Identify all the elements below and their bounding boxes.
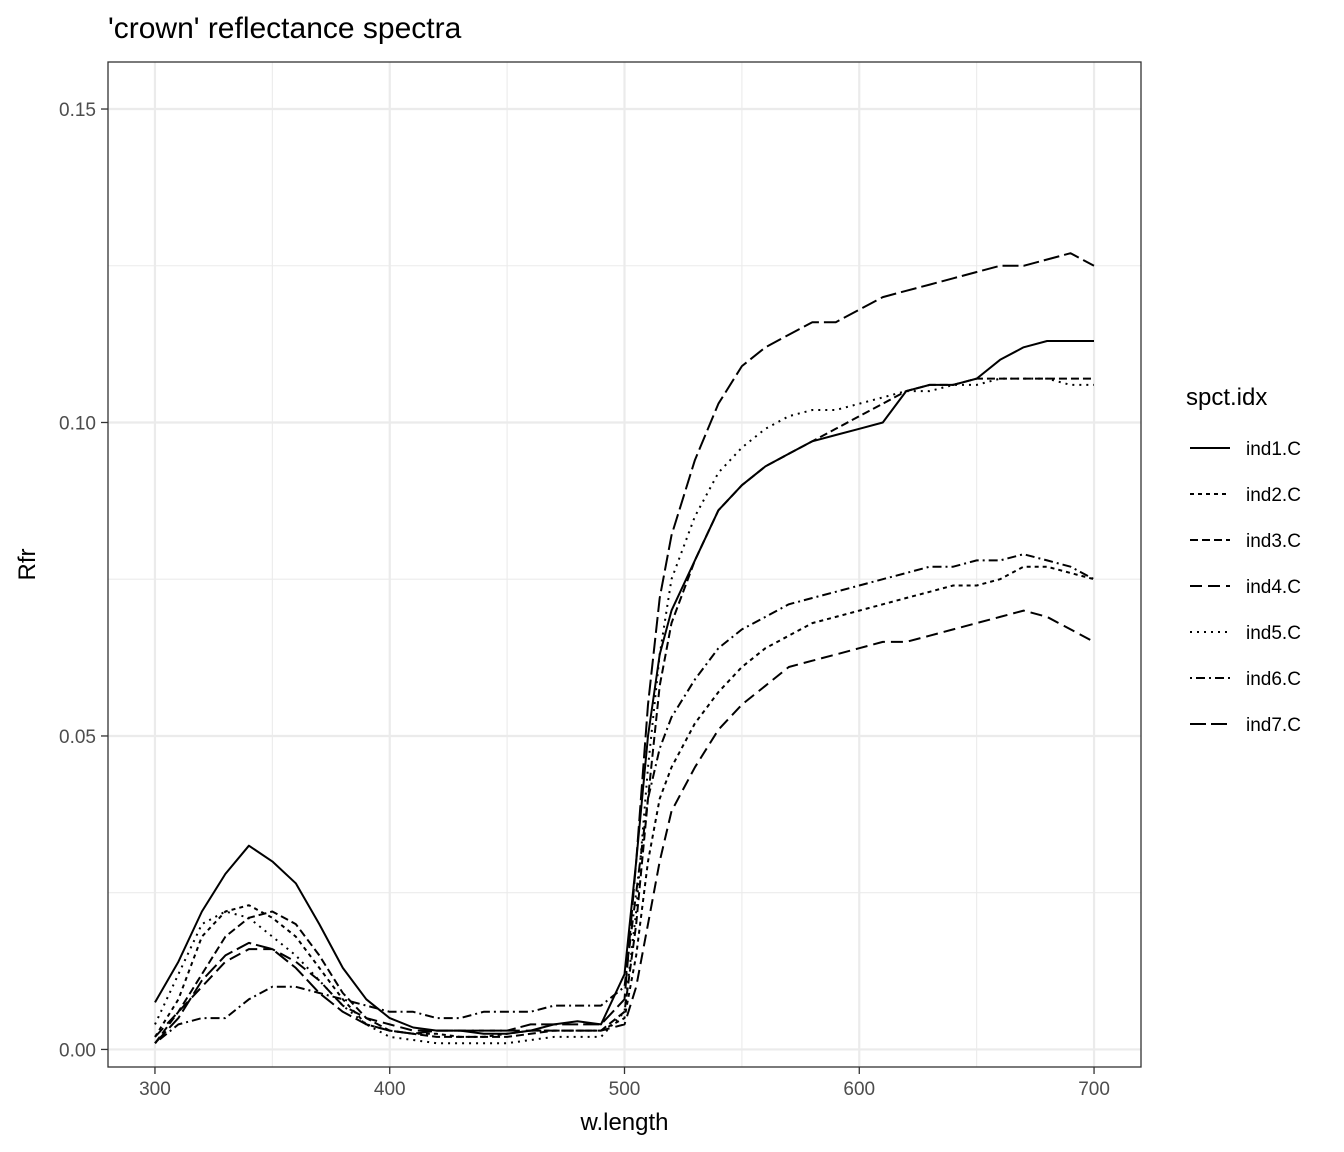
grid-lines: [108, 62, 1141, 1067]
y-tick-label: 0.05: [59, 727, 96, 748]
legend-label-ind2.C: ind2.C: [1246, 485, 1301, 506]
series-line-ind5.C: [154, 377, 1094, 1045]
legend-label-ind4.C: ind4.C: [1246, 577, 1301, 598]
y-axis: 0.00 0.05 0.10 0.15: [59, 100, 108, 1061]
series-lines: [154, 252, 1095, 1045]
legend: spct.idx ind1.Cind2.Cind3.Cind4.Cind5.Ci…: [1186, 384, 1301, 736]
legend-title: spct.idx: [1186, 384, 1267, 411]
legend-label-ind7.C: ind7.C: [1246, 715, 1301, 736]
y-tick-label: 0.10: [59, 413, 96, 434]
x-tick-label: 700: [1078, 1079, 1110, 1100]
x-axis: 300 400 500 600 700: [139, 1067, 1110, 1100]
x-tick-label: 600: [843, 1079, 875, 1100]
y-axis-title: Rfr: [14, 549, 41, 581]
x-tick-label: 300: [139, 1079, 171, 1100]
y-tick-label: 0.15: [59, 100, 96, 121]
x-tick-label: 400: [374, 1079, 406, 1100]
series-line-ind6.C: [154, 553, 1095, 1044]
legend-label-ind3.C: ind3.C: [1246, 531, 1301, 552]
legend-label-ind6.C: ind6.C: [1246, 669, 1301, 690]
legend-label-ind5.C: ind5.C: [1246, 623, 1301, 644]
x-tick-label: 500: [609, 1079, 641, 1100]
legend-items: ind1.C ind2.C ind3.C ind4.C ind5.C ind6.C ind7…: [1190, 439, 1301, 736]
series-line-ind4.C: [154, 609, 1095, 1038]
y-tick-label: 0.00: [59, 1040, 96, 1061]
legend-label-ind1.C: ind1.C: [1246, 439, 1301, 460]
series-line-ind3.C: [154, 377, 1094, 1044]
x-axis-title: w.length: [579, 1109, 668, 1136]
series-line-ind7.C: [154, 252, 1095, 1044]
series-line-ind2.C: [154, 565, 1095, 1038]
chart-title: 'crown' reflectance spectra: [108, 12, 462, 45]
